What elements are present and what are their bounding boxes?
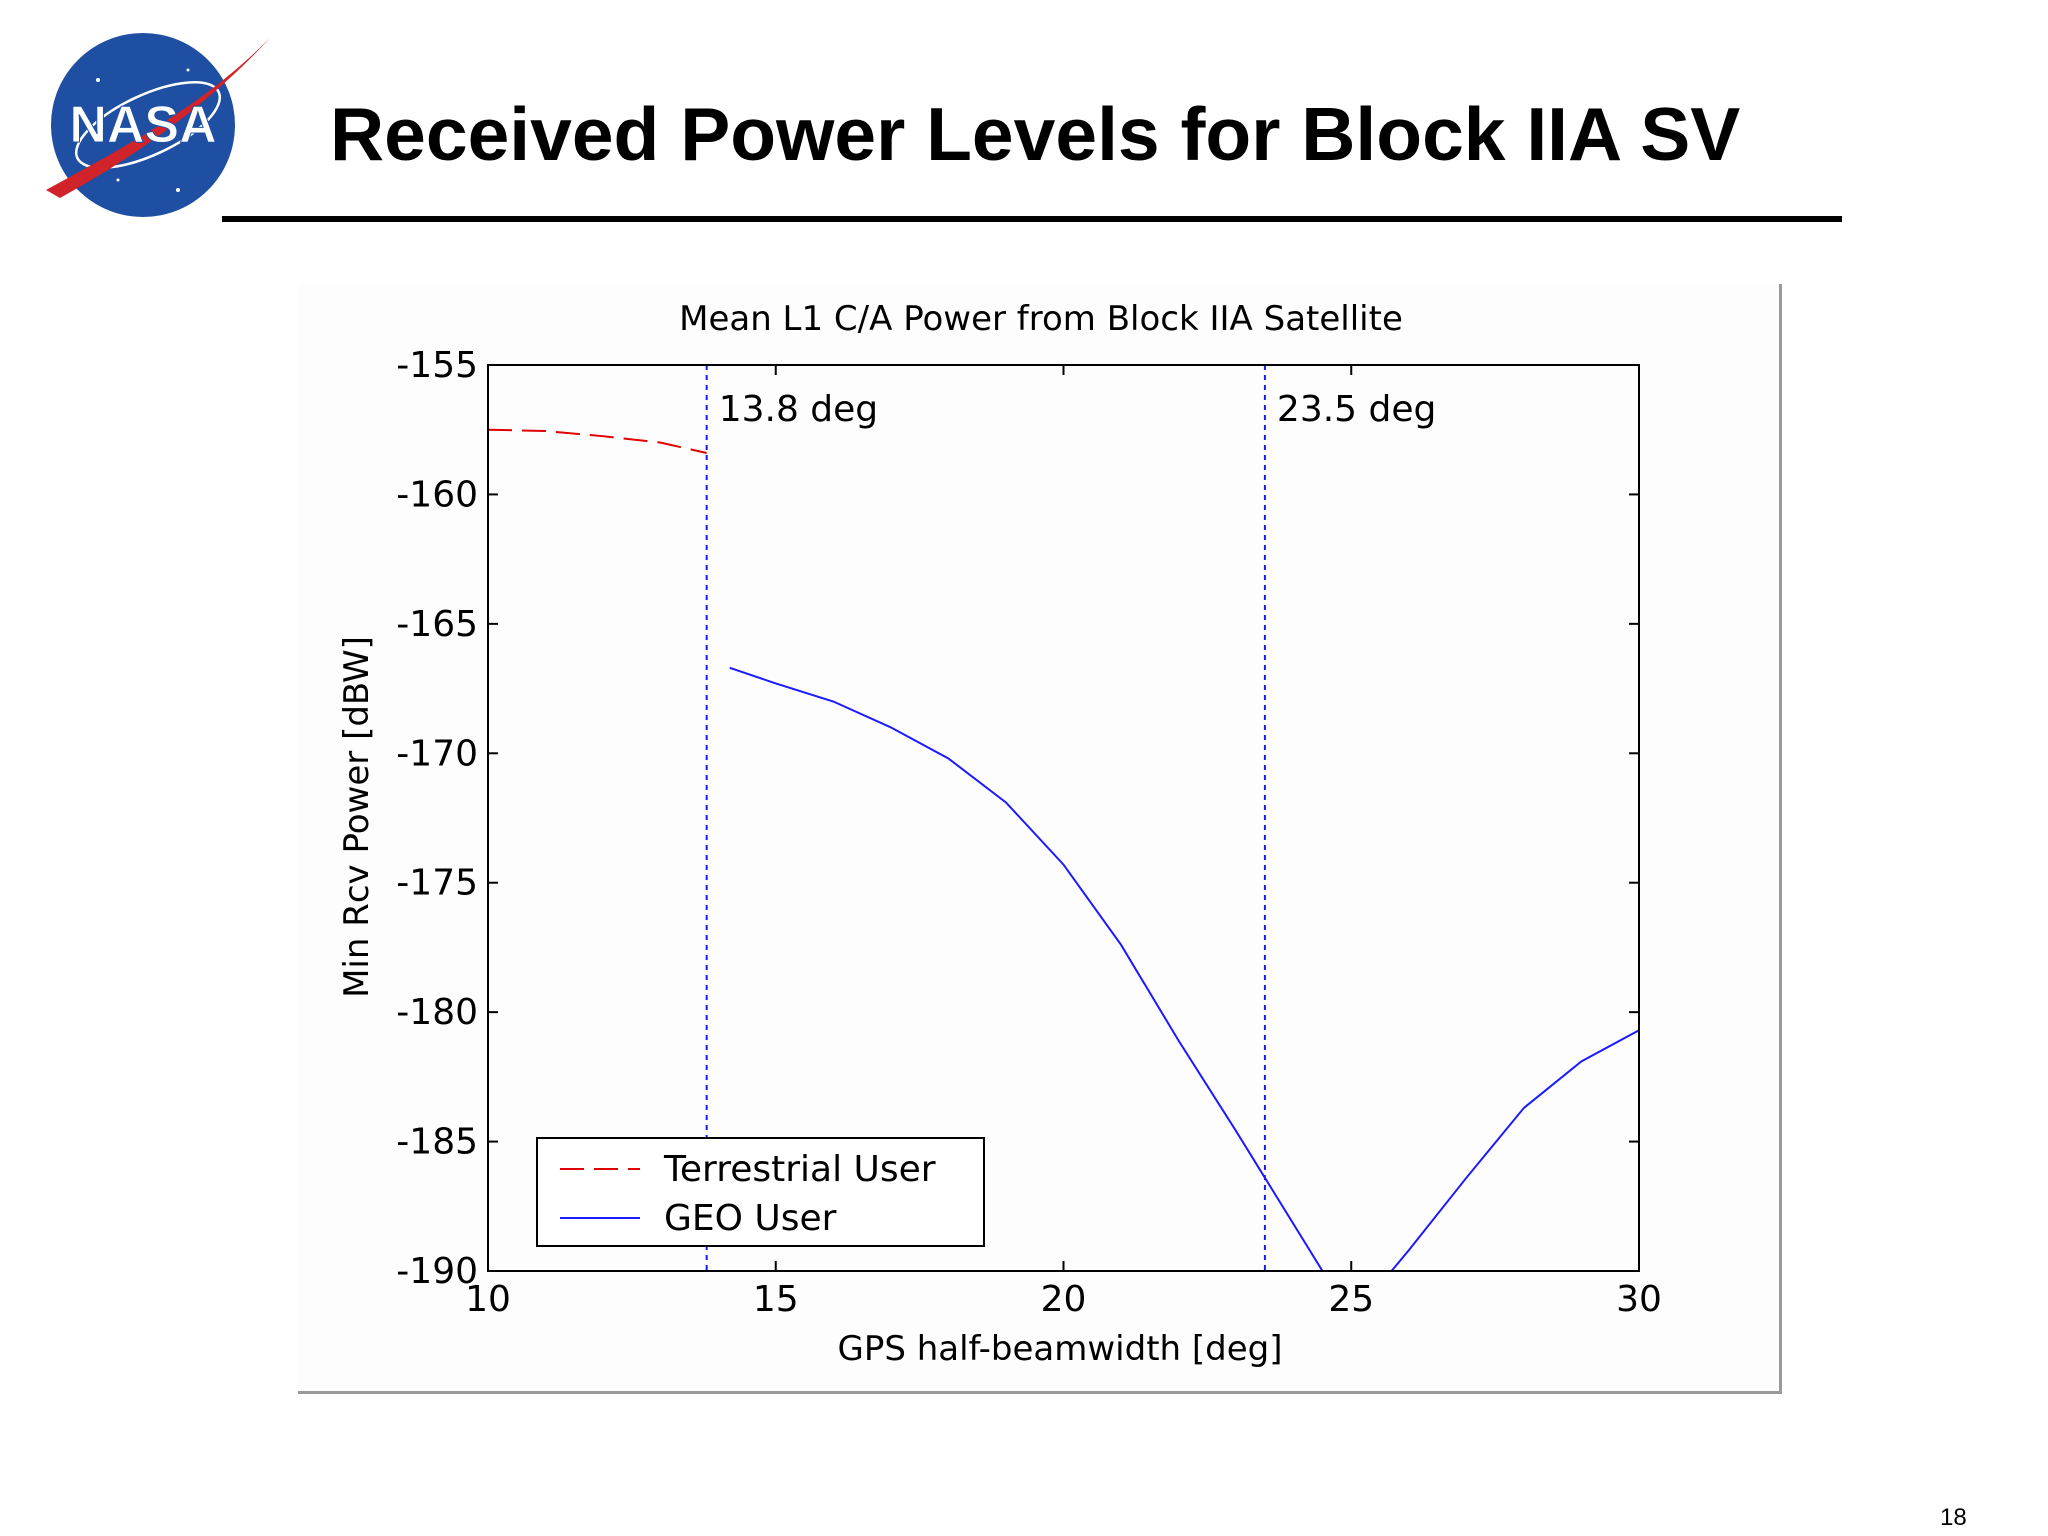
y-tick-label: -180 <box>396 992 478 1033</box>
legend: Terrestrial User GEO User <box>536 1137 985 1247</box>
x-tick-label: 10 <box>465 1279 511 1320</box>
x-tick-label: 30 <box>1616 1279 1662 1320</box>
legend-terrestrial-label: Terrestrial User <box>663 1149 936 1190</box>
x-tick-label: 15 <box>753 1279 799 1320</box>
y-tick-label: -175 <box>396 863 478 904</box>
marker-label: 23.5 deg <box>1277 389 1436 430</box>
series-geo-line <box>729 666 1324 1272</box>
y-tick-label: -165 <box>396 604 478 645</box>
page-number: 18 <box>1940 1504 1967 1531</box>
x-tick-label: 25 <box>1328 1279 1374 1320</box>
y-tick-label: -160 <box>396 474 478 515</box>
title-rule <box>222 216 1842 222</box>
slide-title: Received Power Levels for Block IIA SV <box>330 92 1741 176</box>
legend-box <box>536 1137 985 1247</box>
x-tick-label: 20 <box>1041 1279 1087 1320</box>
nasa-logo: NASA <box>46 33 270 217</box>
marker-label: 13.8 deg <box>719 389 878 430</box>
y-tick-label: -170 <box>396 733 478 774</box>
legend-geo-label: GEO User <box>664 1198 837 1239</box>
x-axis-label: GPS half-beamwidth [deg] <box>837 1329 1282 1369</box>
y-tick-label: -155 <box>396 345 478 386</box>
series-terrestrial-line <box>487 428 707 454</box>
series-geo-line <box>1390 1029 1640 1272</box>
y-tick-label: -190 <box>396 1251 478 1292</box>
chart-title: Mean L1 C/A Power from Block IIA Satelli… <box>679 299 1403 339</box>
power-chart: Mean L1 C/A Power from Block IIA Satelli… <box>337 299 1662 1369</box>
y-axis-label: Min Rcv Power [dBW] <box>337 636 377 998</box>
y-tick-label: -185 <box>396 1122 478 1163</box>
nasa-logo-wordmark: NASA <box>69 96 216 154</box>
plot-area-border <box>487 364 1640 1272</box>
